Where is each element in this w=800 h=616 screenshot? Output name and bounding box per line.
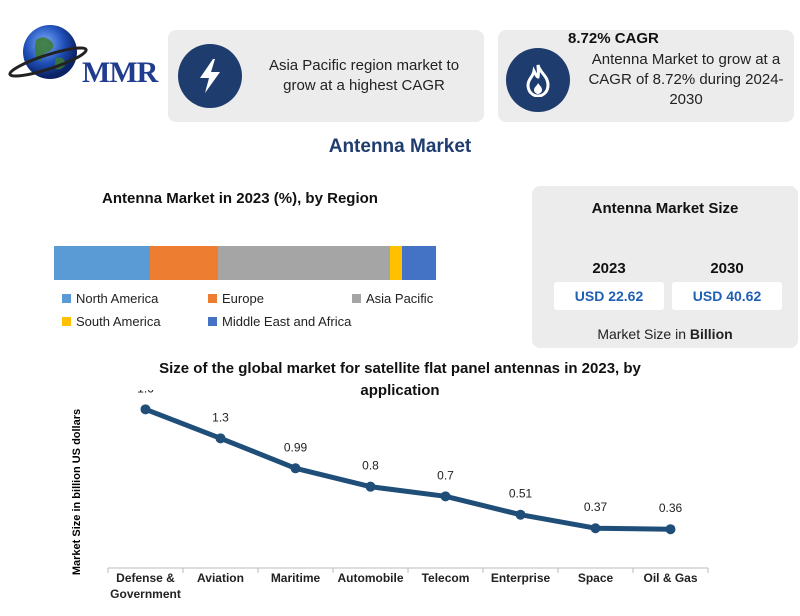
legend-item: Europe <box>208 291 264 306</box>
legend-label: South America <box>76 314 161 329</box>
region-segment-middle-east-and-africa <box>401 246 436 280</box>
year-2023-label: 2023 <box>592 260 626 277</box>
data-point <box>365 481 376 492</box>
data-label: 0.37 <box>584 500 608 514</box>
legend-swatch <box>208 294 217 303</box>
highlight-card-cagr: 8.72% CAGR Antenna Market to grow at a C… <box>498 30 794 122</box>
market-size-card: Antenna Market Size 2023 2030 USD 22.62 … <box>532 186 798 348</box>
legend-swatch <box>352 294 361 303</box>
data-point <box>215 433 226 444</box>
value-2023-box: USD 22.62 <box>554 282 664 310</box>
highlight-card-region: Asia Pacific region market to grow at a … <box>168 30 484 122</box>
legend-label: North America <box>76 291 159 306</box>
page-title: Antenna Market <box>328 136 472 157</box>
data-label: 0.36 <box>659 501 683 515</box>
data-label: 0.7 <box>437 468 454 482</box>
data-point <box>590 523 601 534</box>
data-point <box>515 509 526 520</box>
legend-item: South America <box>62 314 161 329</box>
x-tick-label: Automobile <box>338 571 404 585</box>
application-chart-title: Size of the global market for satellite … <box>159 360 641 399</box>
data-point <box>140 404 151 415</box>
lightning-icon <box>178 44 242 108</box>
legend-swatch <box>62 317 71 326</box>
x-tick-label: Oil & Gas <box>643 571 697 585</box>
x-tick-label: Maritime <box>271 571 321 585</box>
legend-item: Asia Pacific <box>352 291 433 306</box>
market-size-note: Market Size in Billion <box>532 326 798 342</box>
data-label: 0.99 <box>284 440 308 454</box>
legend-item: Middle East and Africa <box>208 314 351 329</box>
value-2030-box: USD 40.62 <box>672 282 782 310</box>
data-label: 0.51 <box>509 487 533 501</box>
region-segment-europe <box>149 246 219 280</box>
flame-icon <box>506 48 570 112</box>
y-axis-label: Market Size in billion US dollars <box>71 409 83 575</box>
data-point <box>440 491 451 502</box>
globe-icon <box>8 25 88 79</box>
x-tick-label: Enterprise <box>491 571 551 585</box>
mmr-logo: MMR <box>8 18 163 89</box>
logo-text: MMR <box>82 56 158 89</box>
x-tick-label: Aviation <box>197 571 244 585</box>
region-segment-south-america <box>390 246 402 280</box>
legend-swatch <box>62 294 71 303</box>
region-segment-asia-pacific <box>218 246 391 280</box>
legend-label: Asia Pacific <box>366 291 434 306</box>
cagr-heading: 8.72% CAGR <box>568 30 659 47</box>
year-2030-label: 2030 <box>710 260 744 277</box>
region-segment-north-america <box>54 246 150 280</box>
series-line <box>143 406 673 532</box>
legend-item: North America <box>62 291 158 306</box>
application-line-chart: Market Size in billion US dollars 1.6 1.3 0… <box>71 390 709 601</box>
data-label: 1.6 <box>137 390 154 395</box>
data-point <box>290 463 301 474</box>
region-chart-title: Antenna Market in 2023 (%), by Region <box>102 190 378 207</box>
market-size-title: Antenna Market Size <box>591 200 739 217</box>
data-label: 1.3 <box>212 410 229 424</box>
x-tick-label: Defense & Government <box>110 571 181 601</box>
x-tick-label: Telecom <box>422 571 470 585</box>
market-size-unit: Billion <box>689 326 733 342</box>
data-point <box>665 524 676 535</box>
legend-label: Middle East and Africa <box>222 314 352 329</box>
legend-label: Europe <box>222 291 264 306</box>
x-tick-label: Space <box>578 571 614 585</box>
highlight-text-region: Asia Pacific region market to grow at a … <box>268 57 460 94</box>
region-stacked-bar <box>54 246 436 280</box>
market-size-note-prefix: Market Size in <box>597 326 690 342</box>
legend-swatch <box>208 317 217 326</box>
data-label: 0.8 <box>362 459 379 473</box>
highlight-text-cagr: Antenna Market to grow at a CAGR of 8.72… <box>588 51 784 108</box>
